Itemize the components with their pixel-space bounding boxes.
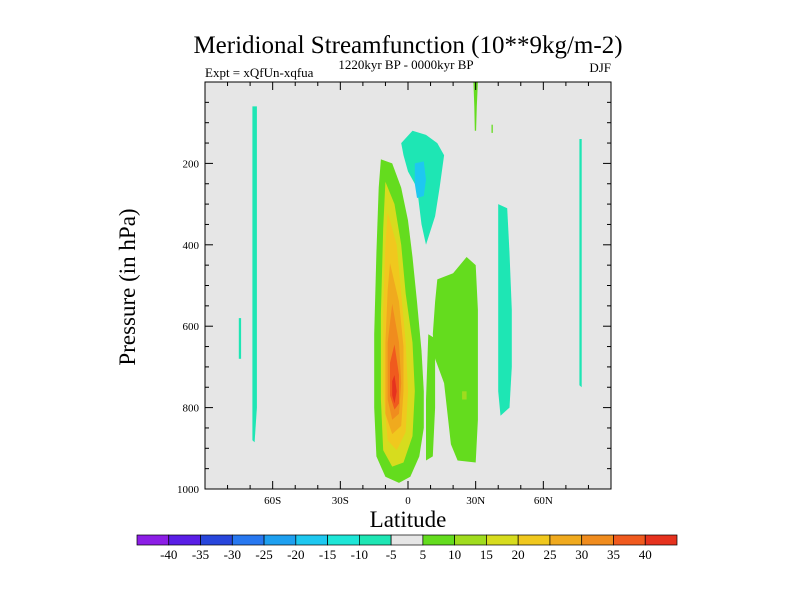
colorbar-label: -35 xyxy=(192,547,209,562)
x-tick-label: 30S xyxy=(332,495,349,507)
contour-regions xyxy=(238,82,582,483)
season-label: DJF xyxy=(589,60,611,75)
colorbar-swatch xyxy=(168,534,201,546)
contour-top-green-dot xyxy=(491,124,493,133)
contour-upper-teal-core xyxy=(414,161,426,198)
contour-nh-thin-band xyxy=(579,139,582,388)
colorbar-label: -20 xyxy=(287,547,304,562)
experiment-label: Expt = xQfUn-xqfua xyxy=(205,65,314,80)
colorbar-swatch xyxy=(517,534,551,546)
contour-lower-yellow-dot xyxy=(462,391,467,400)
colorbar-swatch xyxy=(327,534,360,546)
colorbar-label: -40 xyxy=(160,547,177,562)
contour-ne-cell-green-patch xyxy=(426,334,436,461)
colorbar-label: -10 xyxy=(351,547,368,562)
x-tick-label: 0 xyxy=(405,495,411,507)
x-tick-label: 60N xyxy=(534,495,553,507)
chart-title: Meridional Streamfunction (10**9kg/m-2) xyxy=(193,32,622,59)
colorbar-swatch xyxy=(549,534,583,546)
colorbar-swatch xyxy=(136,534,170,546)
colorbar-swatch xyxy=(200,534,233,546)
y-tick-label: 1000 xyxy=(177,484,200,496)
x-tick-label: 30N xyxy=(466,495,485,507)
y-tick-label: 200 xyxy=(183,158,200,170)
y-axis-label: Pressure (in hPa) xyxy=(115,208,140,365)
x-axis-label: Latitude xyxy=(370,507,447,532)
colorbar-swatch xyxy=(390,534,424,546)
colorbar-swatch xyxy=(486,534,519,546)
colorbar-label: -5 xyxy=(386,547,397,562)
y-tick-label: 600 xyxy=(183,321,200,333)
colorbar-label: -15 xyxy=(319,547,336,562)
colorbar-swatch xyxy=(263,534,297,546)
x-axis-ticks: 60S 30S 0 30N 60N xyxy=(227,82,589,507)
colorbar-swatch xyxy=(644,534,678,546)
colorbar-label: 30 xyxy=(575,547,588,562)
colorbar: -40 -35 -30 -25 -20 -15 -10 -5 5 10 15 20 25 30 35 40 xyxy=(136,534,678,562)
colorbar-swatch xyxy=(613,534,646,546)
colorbar-label: 20 xyxy=(512,547,525,562)
x-tick-label: 60S xyxy=(264,495,281,507)
y-tick-label: 800 xyxy=(183,403,200,415)
colorbar-label: 40 xyxy=(639,547,652,562)
contour-top-green-spike xyxy=(473,82,478,131)
contour-sh-thin-band xyxy=(252,106,257,443)
colorbar-swatch xyxy=(422,534,455,546)
contour-tropical-cell-40 xyxy=(392,375,397,404)
colorbar-label: 5 xyxy=(420,547,427,562)
colorbar-swatch xyxy=(231,534,265,546)
contour-ne-cell-green xyxy=(432,257,478,463)
colorbar-label: 10 xyxy=(448,547,461,562)
colorbar-label: 15 xyxy=(480,547,493,562)
period-label: 1220kyr BP - 0000kyr BP xyxy=(338,57,473,72)
colorbar-label: -25 xyxy=(255,547,272,562)
colorbar-swatch xyxy=(295,534,328,546)
colorbar-swatch xyxy=(454,534,487,546)
colorbar-swatch xyxy=(359,534,392,546)
colorbar-label: -30 xyxy=(224,547,241,562)
colorbar-swatch xyxy=(581,534,614,546)
colorbar-label: 25 xyxy=(543,547,556,562)
contour-sh-small-mark xyxy=(238,318,242,359)
contour-mid-lat-teal-cell xyxy=(498,204,512,416)
y-axis-ticks: 200 400 600 800 1000 xyxy=(177,101,611,496)
y-tick-label: 400 xyxy=(183,240,200,252)
colorbar-label: 35 xyxy=(607,547,620,562)
